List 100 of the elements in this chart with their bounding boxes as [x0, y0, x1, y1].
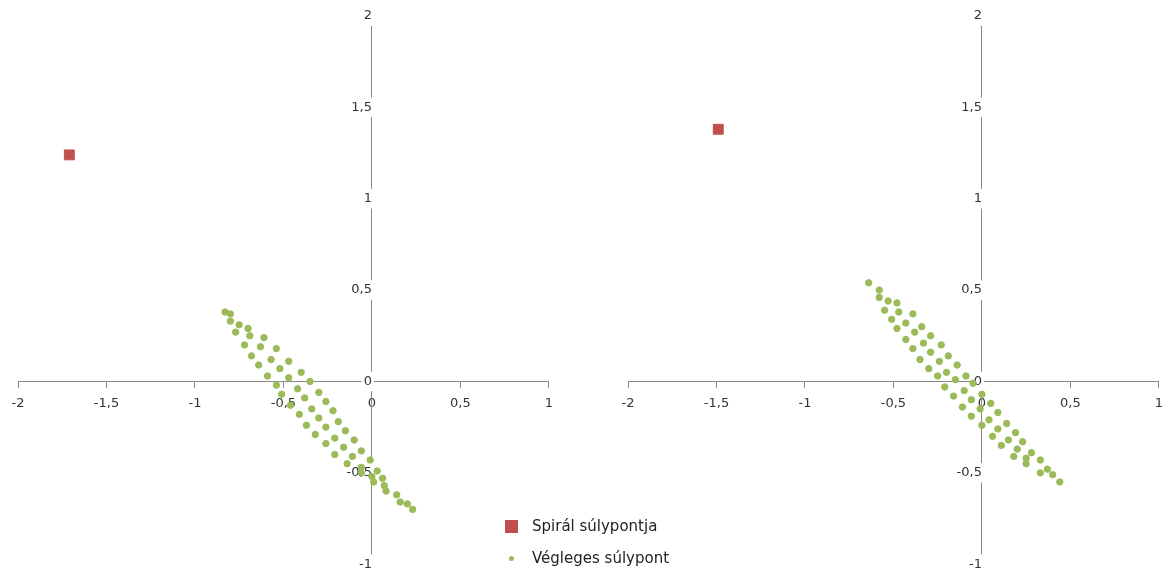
point	[1011, 428, 1020, 437]
y-tick-label: 1	[973, 190, 982, 206]
point	[1010, 452, 1018, 461]
point	[949, 392, 958, 400]
point	[221, 308, 229, 316]
point	[350, 436, 358, 444]
point	[935, 357, 944, 366]
point	[988, 432, 997, 440]
point	[953, 361, 961, 369]
point	[231, 328, 240, 336]
point	[382, 487, 390, 495]
point	[297, 368, 305, 377]
y-tick-label: 0,5	[961, 281, 982, 297]
point	[967, 396, 975, 404]
y-tick-label: 0,5	[351, 281, 372, 297]
point	[1013, 445, 1021, 453]
x-tick-label: -1	[188, 394, 202, 410]
point	[994, 425, 1002, 433]
point	[978, 421, 986, 430]
point	[322, 423, 330, 431]
point	[369, 478, 378, 486]
legend-label: Spirál súlypontja	[532, 517, 658, 535]
point	[895, 308, 903, 316]
point	[343, 460, 351, 468]
y-tick-label: -1	[358, 555, 372, 571]
point	[1036, 469, 1045, 477]
point	[254, 361, 263, 369]
point	[864, 279, 873, 287]
x-tick-label: -1	[798, 394, 812, 410]
point	[884, 297, 892, 305]
point	[1002, 419, 1011, 428]
point	[339, 443, 348, 451]
point	[902, 335, 910, 344]
y-tick-label: 1,5	[351, 98, 372, 114]
point	[272, 344, 281, 353]
point	[893, 324, 901, 333]
x-tick-label: 0,5	[450, 394, 471, 410]
point	[315, 388, 323, 397]
point	[256, 343, 265, 351]
point	[267, 355, 275, 364]
point	[887, 315, 896, 324]
point	[348, 452, 357, 461]
point	[942, 368, 951, 377]
point	[960, 386, 968, 395]
point	[392, 491, 401, 499]
point	[263, 372, 272, 380]
point	[918, 322, 926, 331]
point	[909, 310, 917, 318]
point	[1043, 465, 1052, 473]
point	[919, 339, 928, 347]
point	[334, 417, 342, 426]
point	[247, 352, 256, 360]
point	[341, 427, 350, 435]
legend-label: Végleges súlypont	[532, 549, 670, 567]
point	[315, 414, 323, 422]
point	[925, 364, 933, 373]
point	[408, 505, 417, 514]
y-tick-label: -0,5	[956, 464, 982, 480]
point	[276, 364, 284, 373]
point	[226, 310, 235, 318]
y-tick-label: 2	[363, 7, 372, 23]
point	[306, 377, 314, 386]
point	[293, 385, 302, 393]
point	[937, 341, 945, 349]
y-tick-label: 0	[363, 372, 372, 388]
y-tick-label: -1	[968, 555, 982, 571]
point	[295, 410, 304, 419]
y-tick-label: 1	[363, 190, 372, 206]
point	[357, 447, 365, 455]
point	[909, 344, 917, 353]
point	[300, 394, 309, 402]
point	[63, 149, 75, 161]
point	[277, 390, 286, 398]
y-tick-label: 1,5	[961, 98, 982, 114]
point	[893, 299, 901, 307]
point	[244, 324, 252, 333]
point	[226, 317, 235, 325]
x-tick-label: -1,5	[93, 394, 120, 410]
point	[944, 352, 952, 360]
point	[985, 416, 993, 424]
point	[875, 286, 883, 294]
point	[331, 434, 339, 442]
point	[958, 403, 967, 411]
point	[941, 383, 949, 391]
point	[910, 328, 919, 336]
point	[997, 441, 1006, 450]
point	[373, 467, 381, 475]
point	[916, 355, 924, 364]
point	[311, 430, 319, 439]
point	[366, 456, 374, 464]
point	[322, 439, 330, 448]
point	[926, 332, 935, 340]
point	[396, 498, 404, 506]
x-tick-label: -2	[11, 394, 25, 410]
point	[1018, 438, 1027, 446]
point	[378, 474, 387, 483]
point	[1056, 478, 1064, 486]
point	[331, 450, 339, 459]
x-tick-label: 1	[544, 394, 554, 410]
point	[951, 375, 960, 384]
